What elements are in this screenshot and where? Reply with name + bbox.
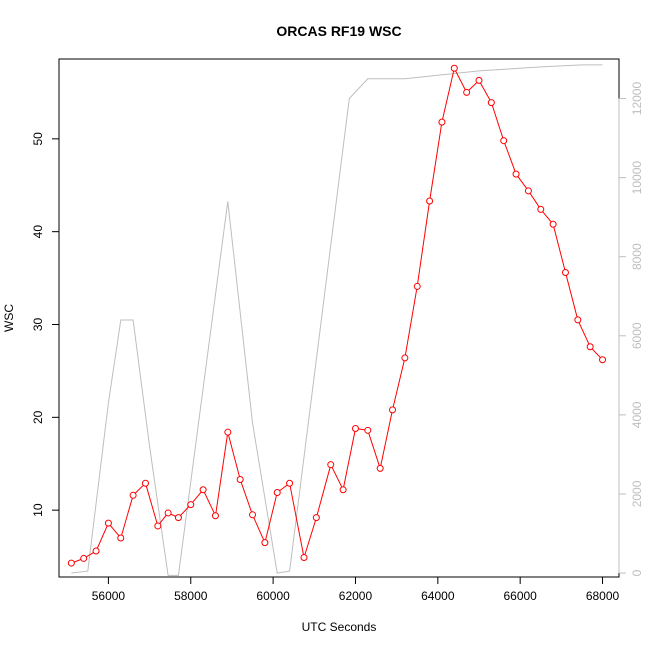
wsc-point bbox=[450, 64, 458, 72]
y2-tick-label: 0 bbox=[630, 569, 644, 576]
wsc-point bbox=[80, 554, 88, 562]
wsc-point bbox=[413, 282, 421, 290]
y-axis-left: 10 20 30 40 50 bbox=[31, 132, 60, 517]
wsc-point bbox=[249, 511, 257, 519]
x-tick-label: 66000 bbox=[503, 589, 537, 603]
y2-tick-label: 8000 bbox=[630, 243, 644, 270]
y-tick-label: 20 bbox=[31, 410, 45, 424]
wsc-point bbox=[117, 534, 125, 542]
wsc-point bbox=[487, 99, 495, 107]
wsc-point bbox=[129, 491, 137, 499]
x-tick-label: 64000 bbox=[421, 589, 455, 603]
chart-title: ORCAS RF19 WSC bbox=[276, 23, 401, 39]
wsc-point bbox=[351, 424, 359, 432]
wsc-point bbox=[312, 514, 320, 522]
wsc-line bbox=[71, 66, 603, 564]
wsc-point bbox=[174, 514, 182, 522]
series-layer bbox=[67, 64, 607, 576]
x-axis-label: UTC Seconds bbox=[302, 620, 377, 634]
wsc-point bbox=[224, 428, 232, 436]
wsc-point bbox=[389, 406, 397, 414]
wsc-point bbox=[211, 512, 219, 520]
wsc-point bbox=[199, 486, 207, 494]
wsc-point bbox=[463, 88, 471, 96]
wsc-point bbox=[286, 479, 294, 487]
x-tick-label: 60000 bbox=[256, 589, 290, 603]
wsc-point bbox=[401, 354, 409, 362]
wsc-point bbox=[339, 486, 347, 494]
altitude-line bbox=[71, 64, 603, 576]
x-tick-label: 62000 bbox=[339, 589, 373, 603]
y2-tick-label: 2000 bbox=[630, 480, 644, 507]
wsc-point bbox=[574, 316, 582, 324]
x-tick-label: 56000 bbox=[92, 589, 126, 603]
y2-tick-label: 6000 bbox=[630, 322, 644, 349]
wsc-point bbox=[273, 489, 281, 497]
wsc-point bbox=[187, 501, 195, 509]
x-tick-label: 68000 bbox=[586, 589, 620, 603]
wsc-point bbox=[141, 479, 149, 487]
wsc-point bbox=[364, 426, 372, 434]
y-tick-label: 50 bbox=[31, 132, 45, 146]
wsc-point bbox=[154, 522, 162, 530]
wsc-point bbox=[104, 519, 112, 527]
wsc-point bbox=[537, 205, 545, 213]
wsc-point bbox=[586, 343, 594, 351]
wsc-point bbox=[475, 76, 483, 84]
wsc-point bbox=[236, 476, 244, 484]
y-tick-label: 30 bbox=[31, 318, 45, 332]
y2-tick-label: 10000 bbox=[630, 161, 644, 195]
plot-frame bbox=[58, 58, 620, 578]
y-tick-label: 40 bbox=[31, 225, 45, 239]
wsc-point bbox=[92, 547, 100, 555]
wsc-point bbox=[524, 187, 532, 195]
x-axis: 56000 58000 60000 62000 64000 66000 68000 bbox=[92, 576, 620, 603]
wsc-point bbox=[500, 137, 508, 145]
wsc-point bbox=[261, 539, 269, 547]
y2-tick-label: 4000 bbox=[630, 401, 644, 428]
wsc-point bbox=[426, 197, 434, 205]
wsc-point bbox=[164, 509, 172, 517]
wsc-point bbox=[549, 220, 557, 228]
x-tick-label: 58000 bbox=[174, 589, 208, 603]
wsc-point bbox=[67, 559, 75, 567]
wsc-point bbox=[512, 170, 520, 178]
wsc-point bbox=[561, 269, 569, 277]
y-axis-right: 0 2000 4000 6000 8000 10000 12000 bbox=[618, 82, 644, 576]
wsc-point bbox=[327, 461, 335, 469]
wsc-point bbox=[599, 356, 607, 364]
y-tick-label: 10 bbox=[31, 503, 45, 517]
wsc-point bbox=[300, 554, 308, 562]
wsc-point bbox=[376, 464, 384, 472]
y-axis-label: WSC bbox=[2, 304, 16, 332]
wsc-point bbox=[438, 118, 446, 126]
y2-tick-label: 12000 bbox=[630, 82, 644, 116]
